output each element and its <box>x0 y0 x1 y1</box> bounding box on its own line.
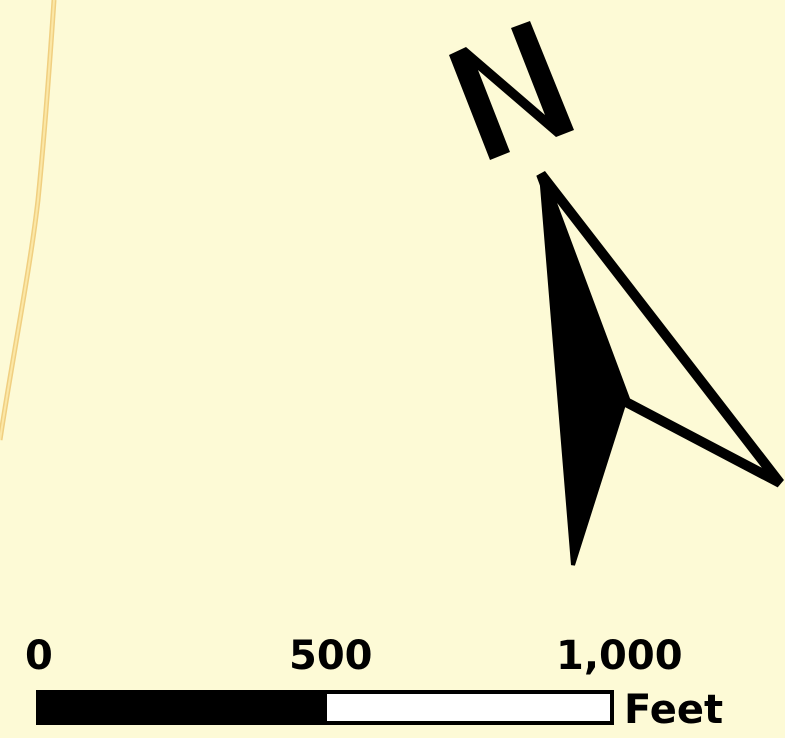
scale-bar-empty-segment <box>323 690 614 725</box>
scale-bar <box>36 690 614 725</box>
road-line <box>0 0 57 441</box>
scale-tick-label-1000: 1,000 <box>556 633 683 679</box>
scale-tick-label-0: 0 <box>25 633 53 679</box>
scale-bar-filled-segment <box>38 690 325 725</box>
north-arrow-icon <box>536 170 784 566</box>
scale-bar-outline <box>36 690 614 725</box>
road-line-inner <box>0 0 55 441</box>
north-letter-n <box>449 21 574 160</box>
scale-tick-label-500: 500 <box>289 633 373 679</box>
scale-unit-label: Feet <box>624 687 724 733</box>
